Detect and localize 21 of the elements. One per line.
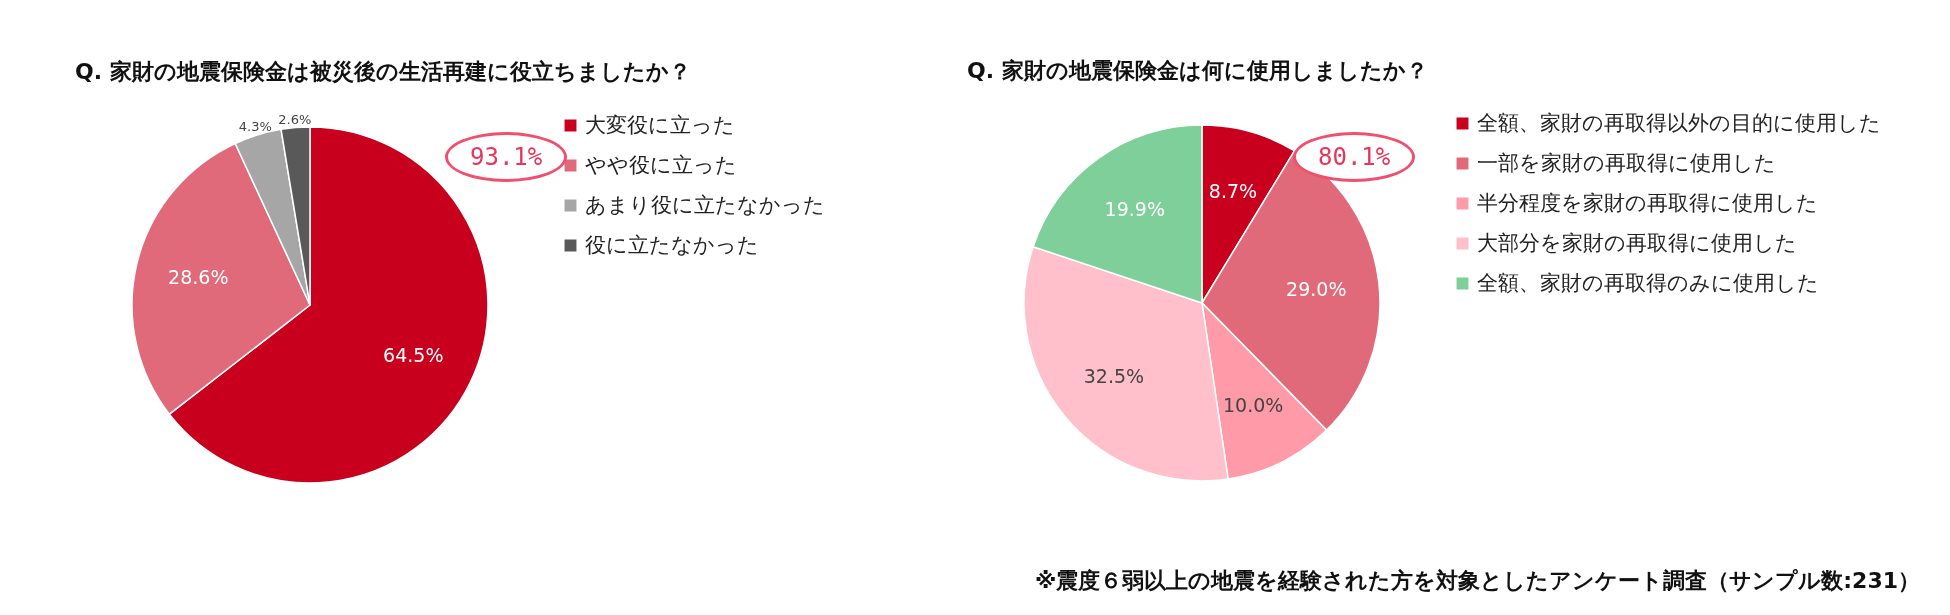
data-label: 19.9% [1104, 197, 1165, 220]
legend-label: あまり役に立たなかった [585, 192, 825, 217]
text: ※震度６弱以上の地震を経験された方を対象としたアンケート調査（サンプル数:231） [1034, 567, 1920, 595]
data-label: 32.5% [1083, 364, 1145, 387]
data-label: 64.5% [383, 343, 444, 366]
legend-label: 役に立たなかった [585, 232, 759, 257]
data-label: 8.7% [1208, 180, 1258, 203]
legend-label: 全額、家財の再取得以外の目的に使用した [1477, 110, 1881, 135]
data-label: 4.3% [238, 119, 272, 135]
legend-label: やや役に立った [585, 152, 737, 177]
legend-label: 大部分を家財の再取得に使用した [1477, 230, 1797, 255]
data-label: 2.6% [278, 111, 312, 127]
chart-title: Q. 家財の地震保険金は被災後の生活再建に役立ちましたか？ [75, 58, 691, 84]
data-label: 10.0% [1223, 393, 1284, 416]
legend-label: 大変役に立った [585, 112, 735, 137]
legend-label: 全額、家財の再取得のみに使用した [1477, 270, 1819, 295]
data-label: 28.6% [168, 265, 229, 288]
data-label: 29.0% [1286, 277, 1347, 300]
chart-title: Q. 家財の地震保険金は何に使用しましたか？ [967, 58, 1428, 83]
legend-label: 一部を家財の再取得に使用した [1477, 150, 1776, 175]
legend-label: 半分程度を家財の再取得に使用した [1477, 190, 1818, 215]
